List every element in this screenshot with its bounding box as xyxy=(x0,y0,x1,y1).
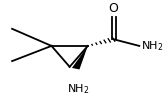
Text: O: O xyxy=(109,2,118,15)
Text: NH$_2$: NH$_2$ xyxy=(67,82,90,96)
Text: NH$_2$: NH$_2$ xyxy=(141,39,163,53)
Polygon shape xyxy=(72,46,88,69)
